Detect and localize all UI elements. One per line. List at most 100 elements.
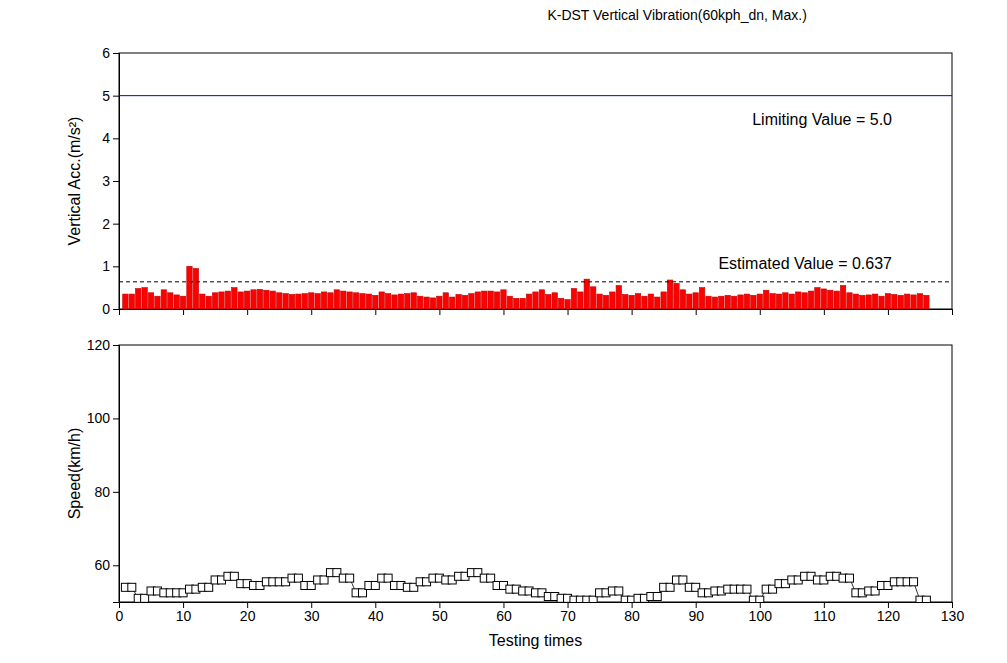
bar	[142, 288, 147, 309]
bar	[533, 292, 538, 309]
x-tick: 0	[116, 602, 124, 624]
bar	[539, 290, 544, 309]
bar	[360, 294, 365, 309]
bar	[616, 286, 621, 309]
x-tick-label: 0	[116, 608, 124, 624]
x-tick	[375, 309, 376, 315]
bar	[187, 266, 192, 309]
bar	[232, 288, 237, 309]
bar	[603, 295, 608, 309]
y-tick: 5	[102, 88, 119, 104]
marker	[845, 574, 853, 582]
bar	[744, 294, 749, 309]
bar	[828, 290, 833, 309]
x-tick	[952, 309, 953, 315]
x-tick: 10	[176, 602, 192, 624]
bar	[635, 294, 640, 309]
bar	[763, 290, 768, 309]
bar	[405, 294, 410, 309]
chart-canvas: 0123456Limiting Value = 5.0Estimated Val…	[0, 0, 1007, 663]
marker	[128, 583, 136, 591]
bar	[443, 293, 448, 309]
bar	[398, 294, 403, 309]
bar	[770, 294, 775, 309]
x-tick-mark	[696, 309, 697, 315]
x-tick-label: 90	[688, 608, 704, 624]
bar	[469, 294, 474, 309]
y-tick-mark	[113, 309, 119, 310]
bar	[853, 294, 858, 309]
y-tick: 6	[102, 45, 119, 61]
bar	[219, 292, 224, 309]
bar	[180, 296, 185, 309]
bar	[892, 294, 897, 309]
bar	[796, 292, 801, 309]
y-tick-label: 60	[94, 557, 110, 573]
bar	[680, 290, 685, 309]
bar	[251, 290, 256, 309]
marker	[230, 572, 238, 580]
x-tick-label: 130	[941, 608, 965, 624]
x-tick	[503, 309, 504, 315]
bar	[482, 291, 487, 309]
bar	[693, 293, 698, 309]
reference-label: Limiting Value = 5.0	[752, 111, 892, 128]
x-tick: 110	[813, 602, 836, 624]
y-tick-label: 1	[102, 258, 110, 274]
bar	[270, 291, 275, 309]
bar	[526, 294, 531, 309]
x-tick-mark	[632, 309, 633, 315]
y-tick: 3	[102, 173, 119, 189]
y-axis-title: Speed(km/h)	[66, 428, 83, 520]
bar	[546, 294, 551, 309]
y-tick: 120	[87, 337, 119, 353]
bar	[225, 291, 230, 309]
bar	[719, 296, 724, 309]
bar	[898, 295, 903, 309]
plot-frame	[119, 53, 952, 309]
bar	[430, 298, 435, 309]
y-axis-line	[113, 346, 120, 603]
bar	[174, 295, 179, 309]
bar	[738, 295, 743, 309]
x-tick-label: 40	[368, 608, 384, 624]
marker	[756, 596, 764, 602]
y-tick-mark	[113, 565, 119, 566]
marker	[615, 587, 623, 595]
bar	[276, 293, 281, 309]
x-tick-mark	[439, 309, 440, 315]
x-tick-label: 50	[432, 608, 448, 624]
y-tick-label: 80	[94, 484, 110, 500]
bar	[488, 291, 493, 309]
x-tick: 120	[877, 602, 901, 624]
marker	[679, 576, 687, 584]
bar	[597, 294, 602, 309]
bar	[193, 268, 198, 309]
x-tick-mark	[183, 309, 184, 315]
x-tick: 20	[240, 602, 256, 624]
x-tick: 40	[368, 602, 384, 624]
bar	[417, 296, 422, 309]
x-tick	[311, 309, 312, 315]
y-tick-label: 4	[102, 130, 110, 146]
bar	[411, 293, 416, 309]
bar	[244, 291, 249, 309]
bar	[373, 295, 378, 309]
y-axis: 6080100120	[87, 337, 120, 603]
bar	[437, 296, 442, 309]
bar	[206, 296, 211, 309]
marker	[653, 592, 661, 600]
bar	[155, 296, 160, 309]
bar	[129, 294, 134, 309]
chart-title: K-DST Vertical Vibration(60kph_dn, Max.)	[547, 7, 806, 23]
y-tick: 4	[102, 130, 119, 146]
bar	[623, 294, 628, 309]
bar	[309, 293, 314, 309]
bar	[514, 298, 519, 309]
bar	[776, 294, 781, 309]
marker	[666, 583, 674, 591]
x-tick-label: 60	[496, 608, 512, 624]
reference-line	[119, 281, 952, 282]
x-tick	[824, 309, 825, 315]
y-tick-mark	[113, 138, 119, 139]
